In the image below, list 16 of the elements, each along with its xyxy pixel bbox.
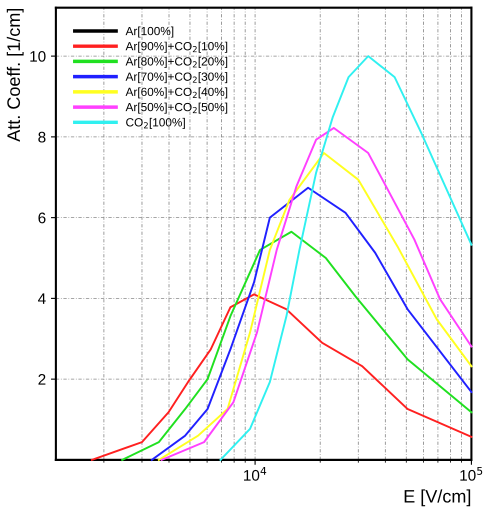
- legend-label: Ar[80%]+CO$_{2}$[20%]: [126, 56, 228, 68]
- legend-label: Ar[60%]+CO$_{2}$[40%]: [126, 87, 228, 98]
- legend-label: CO$_{2}$[100%]: [126, 118, 185, 129]
- y-axis-title: Att. Coeff. [1/cm]: [6, 8, 24, 142]
- legend-label: Ar[100%]: [126, 26, 174, 38]
- legend-label: Ar[90%]+CO$_{2}$[10%]: [126, 42, 228, 53]
- x-tick-label: 10$^{4}$: [244, 466, 266, 481]
- y-tick-label: 6: [38, 212, 46, 224]
- legend-label: Ar[70%]+CO$_{2}$[30%]: [126, 72, 228, 84]
- y-tick-label: 10: [30, 50, 46, 62]
- legend-label: Ar[50%]+CO$_{2}$[50%]: [126, 102, 228, 114]
- y-tick-label: 8: [38, 132, 46, 143]
- x-axis-title: E [V/cm]: [404, 489, 470, 506]
- y-tick-label: 2: [38, 374, 46, 385]
- y-tick-label: 4: [38, 293, 46, 304]
- x-tick-label: 10$^{5}$: [460, 466, 482, 481]
